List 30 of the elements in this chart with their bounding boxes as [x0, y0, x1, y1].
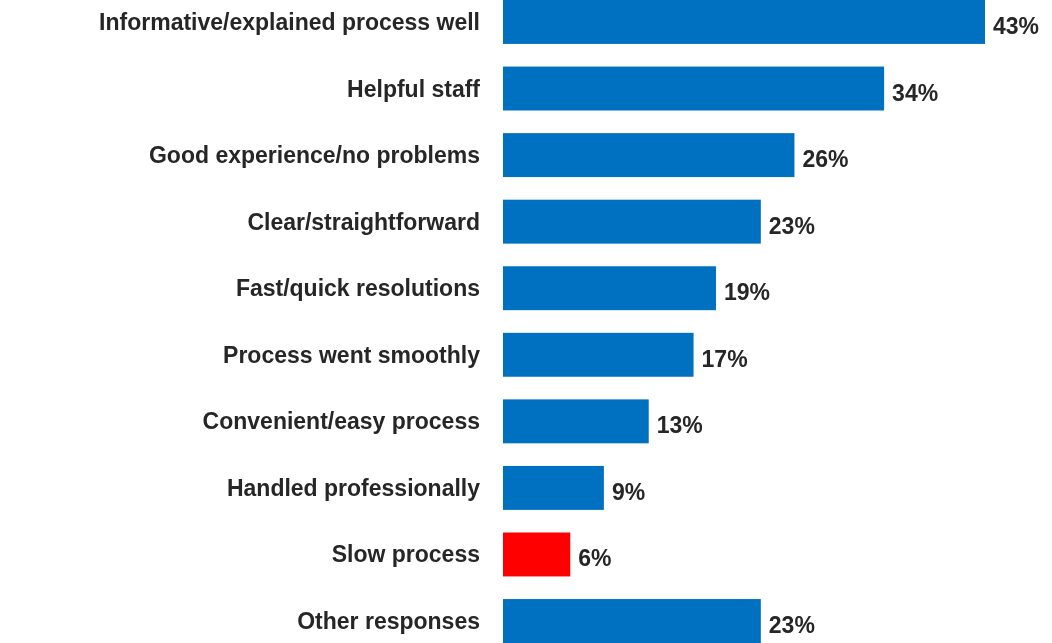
data-label: 23% [768, 612, 815, 639]
y-tick-label: Convenient/easy process [202, 408, 480, 435]
bar [503, 133, 795, 178]
bar [503, 199, 761, 244]
y-tick-label: Informative/explained process well [99, 8, 480, 35]
y-tick-label: Good experience/no problems [148, 142, 480, 169]
y-tick-label: Helpful staff [347, 75, 481, 102]
bar [503, 332, 694, 377]
data-label: 19% [723, 279, 771, 306]
data-label: 26% [802, 146, 849, 173]
data-label: 6% [578, 545, 612, 572]
y-tick-label: Fast/quick resolutions [235, 275, 480, 302]
bar [503, 465, 604, 510]
bar [503, 532, 571, 577]
y-tick-label: Slow process [331, 541, 480, 568]
y-tick-label: Other responses [297, 608, 480, 635]
data-label: 13% [656, 412, 703, 439]
y-tick-label: Process went smoothly [223, 341, 481, 368]
bar [503, 66, 885, 111]
data-label: 17% [701, 345, 748, 372]
bar [503, 266, 716, 311]
bar [503, 599, 761, 643]
y-tick-label: Clear/straightforward [247, 208, 480, 235]
data-label: 23% [768, 212, 815, 239]
bar [503, 0, 985, 44]
y-tick-label: Handled professionally [226, 474, 481, 501]
bar [503, 399, 649, 444]
data-label: 43% [993, 12, 1040, 39]
data-label: 34% [892, 79, 939, 106]
data-label: 9% [611, 478, 646, 505]
